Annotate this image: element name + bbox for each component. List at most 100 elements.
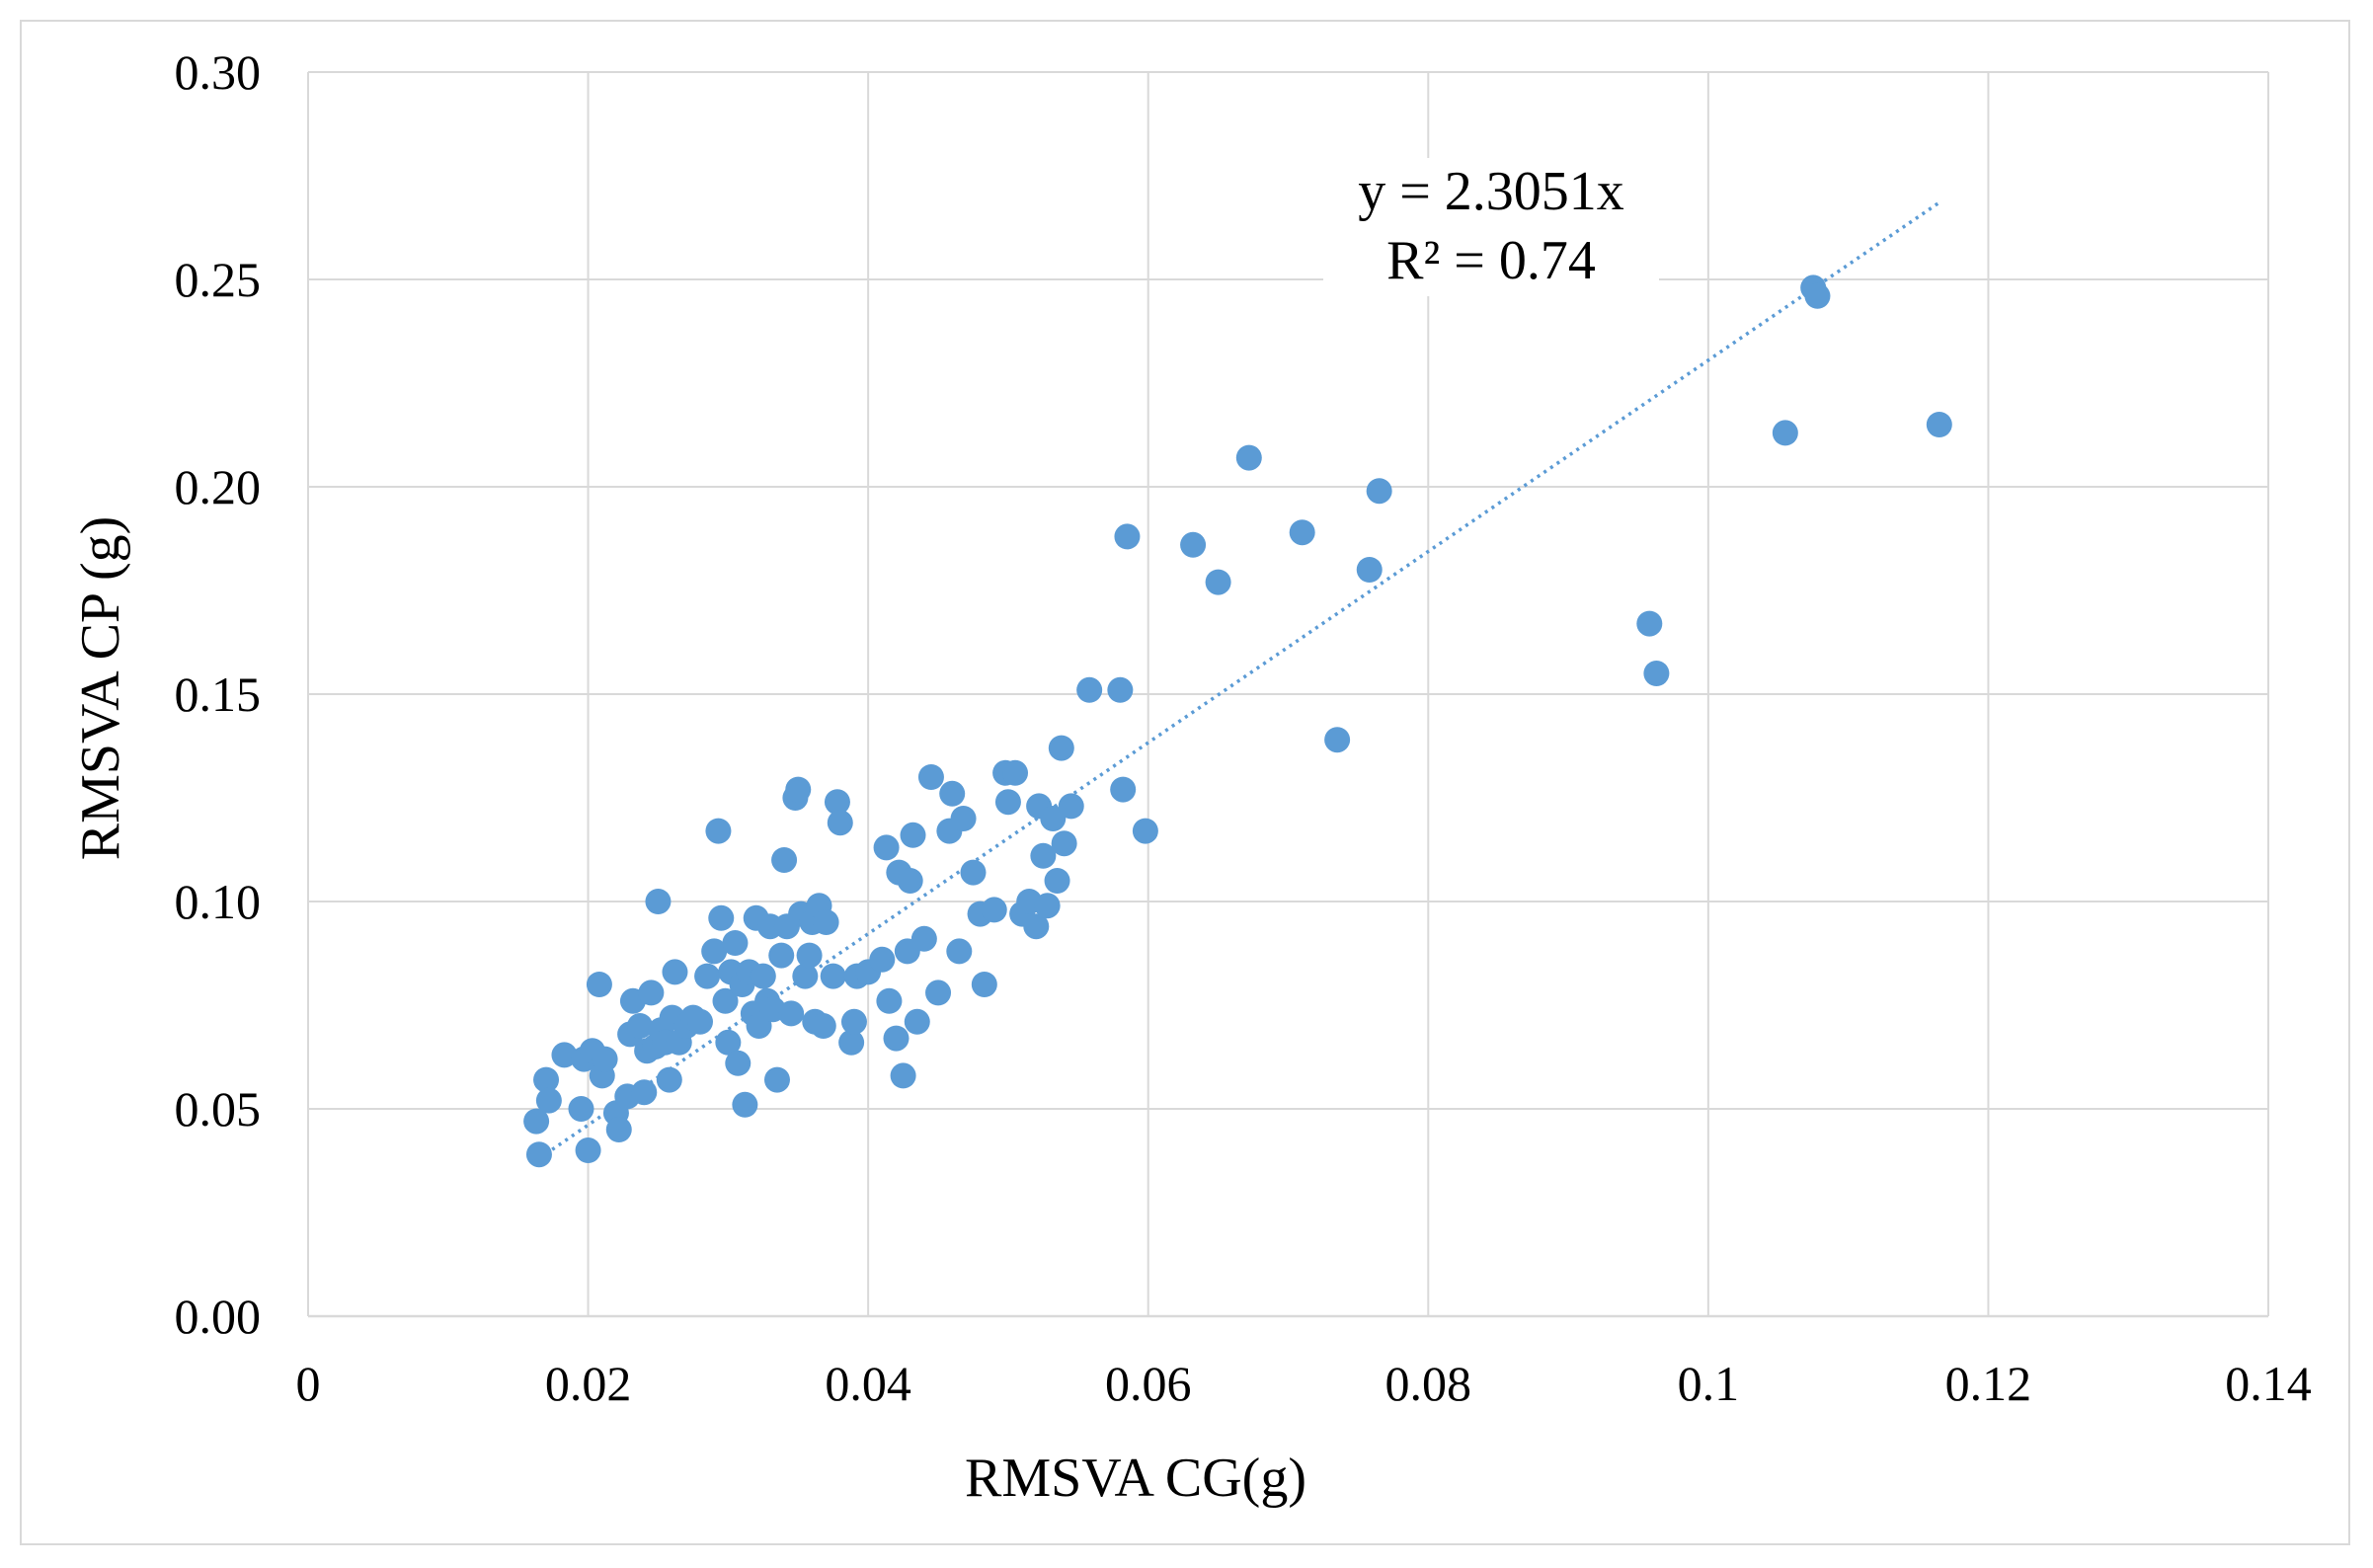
data-point-17: [627, 1013, 654, 1039]
data-point-47: [750, 963, 776, 989]
data-point-66: [820, 963, 846, 989]
chart-frame: [20, 20, 2350, 1545]
data-point-82: [904, 1008, 930, 1035]
data-points: [523, 274, 1952, 1168]
data-point-36: [712, 987, 739, 1014]
data-point-52: [768, 942, 795, 969]
data-point-85: [925, 980, 952, 1006]
data-point-0: [523, 1108, 550, 1135]
data-point-110: [1110, 776, 1137, 803]
y-axis-ticks: 0.00 0.05 0.10 0.15 0.20 0.25 0.30: [175, 44, 262, 1344]
y-tick-label-6: 0.30: [175, 44, 262, 100]
data-point-125: [1926, 412, 1952, 437]
data-point-31: [687, 1008, 713, 1035]
data-point-95: [994, 789, 1021, 816]
data-point-74: [873, 834, 900, 861]
data-point-40: [725, 1050, 751, 1076]
data-point-84: [917, 764, 944, 790]
data-point-117: [1324, 727, 1351, 753]
x-tick-label-5: 0.1: [1678, 1356, 1740, 1411]
data-point-109: [1107, 676, 1134, 703]
data-point-92: [971, 972, 997, 997]
trendline-equation: y = 2.3051x: [1358, 161, 1624, 222]
data-point-102: [1034, 893, 1061, 919]
data-point-53: [771, 847, 798, 873]
data-point-25: [656, 1066, 682, 1093]
data-point-93: [981, 897, 1007, 923]
data-point-7: [575, 1137, 601, 1163]
y-tick-label-0: 0.00: [175, 1289, 262, 1344]
data-point-105: [1048, 735, 1074, 761]
data-point-122: [1772, 420, 1798, 446]
data-point-118: [1356, 557, 1383, 583]
data-point-113: [1180, 531, 1207, 558]
data-point-32: [694, 963, 721, 989]
data-point-60: [796, 942, 823, 969]
data-point-35: [708, 904, 735, 931]
data-point-13: [605, 1117, 632, 1142]
data-point-80: [897, 868, 923, 894]
x-tick-label-6: 0.12: [1945, 1356, 2032, 1411]
data-point-67: [824, 789, 850, 816]
x-axis-ticks: 0 0.02 0.04 0.06 0.08 0.1 0.12 0.14: [296, 1356, 2312, 1411]
x-tick-label-7: 0.14: [2225, 1356, 2312, 1411]
data-point-111: [1114, 523, 1141, 550]
data-point-104: [1044, 868, 1070, 894]
data-point-57: [785, 776, 812, 803]
y-tick-label-4: 0.20: [175, 459, 262, 514]
data-point-22: [645, 889, 672, 914]
data-point-34: [705, 818, 732, 844]
data-point-108: [1076, 676, 1103, 703]
data-point-20: [638, 980, 665, 1006]
data-point-96: [1002, 759, 1029, 786]
data-point-106: [1051, 830, 1077, 857]
y-tick-label-5: 0.25: [175, 252, 262, 307]
data-point-59: [792, 963, 819, 989]
data-point-27: [662, 959, 688, 985]
data-point-121: [1643, 661, 1670, 686]
data-point-99: [1023, 913, 1050, 940]
data-point-81: [900, 822, 926, 848]
data-point-55: [778, 1000, 805, 1027]
data-point-101: [1030, 842, 1057, 869]
data-point-11: [592, 1046, 618, 1072]
data-point-69: [838, 1029, 865, 1056]
data-point-115: [1235, 444, 1262, 471]
data-point-1: [525, 1141, 552, 1168]
data-point-90: [960, 859, 987, 886]
data-point-124: [1804, 282, 1831, 309]
data-point-42: [732, 1091, 758, 1118]
data-point-68: [827, 810, 853, 836]
data-point-107: [1058, 793, 1084, 820]
y-tick-label-1: 0.05: [175, 1081, 262, 1137]
data-point-4: [551, 1042, 578, 1068]
data-point-65: [813, 909, 839, 935]
y-tick-label-3: 0.15: [175, 666, 262, 722]
trendline: [537, 200, 1940, 1160]
data-point-114: [1205, 569, 1231, 595]
data-point-70: [840, 1008, 867, 1035]
data-point-18: [631, 1079, 658, 1106]
trendline-group: [537, 200, 1940, 1160]
data-point-87: [939, 780, 966, 807]
x-tick-label-4: 0.08: [1385, 1356, 1472, 1411]
data-point-83: [910, 925, 937, 952]
data-point-2: [533, 1066, 560, 1093]
data-point-88: [946, 938, 973, 965]
data-point-76: [883, 1025, 910, 1052]
x-tick-label-3: 0.06: [1105, 1356, 1192, 1411]
data-point-39: [722, 930, 749, 956]
data-point-51: [763, 1066, 790, 1093]
data-point-112: [1132, 818, 1158, 844]
data-point-78: [890, 1062, 916, 1089]
y-tick-label-2: 0.10: [175, 874, 262, 929]
gridlines: [307, 71, 2269, 1317]
equation-label-background: [1323, 158, 1659, 296]
data-point-75: [876, 987, 903, 1014]
data-point-5: [568, 1096, 594, 1122]
data-point-33: [701, 938, 728, 965]
data-point-89: [950, 806, 977, 831]
data-point-3: [535, 1087, 562, 1114]
data-point-116: [1289, 519, 1315, 546]
